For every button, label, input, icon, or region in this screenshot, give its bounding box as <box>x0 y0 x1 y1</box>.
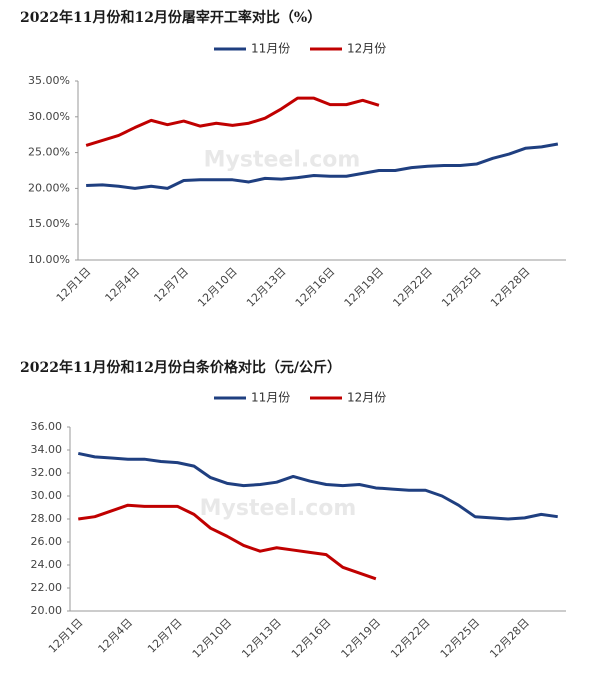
series-line <box>85 96 380 147</box>
x-tick-label: 12月10日 <box>195 265 240 310</box>
y-tick-label: 15.00% <box>28 217 70 230</box>
y-tick-label: 34.00 <box>31 443 63 456</box>
x-tick-label: 12月16日 <box>289 616 334 661</box>
x-tick-label: 12月19日 <box>342 265 387 310</box>
series-line <box>77 451 558 521</box>
x-tick-label: 12月10日 <box>190 616 235 661</box>
y-tick-label: 30.00 <box>31 489 63 502</box>
y-tick-label: 24.00 <box>31 558 63 571</box>
x-tick-label: 12月7日 <box>145 616 185 656</box>
x-tick-label: 12月13日 <box>244 265 289 310</box>
y-tick-label: 20.00% <box>28 181 70 194</box>
x-tick-label: 12月22日 <box>390 265 435 310</box>
series-line <box>78 503 377 581</box>
y-tick-label: 35.00% <box>28 74 70 87</box>
x-tick-label: 12月4日 <box>103 265 143 305</box>
y-tick-label: 10.00% <box>28 253 70 266</box>
x-tick-label: 12月4日 <box>96 616 136 656</box>
legend-label: 12月份 <box>347 391 386 405</box>
x-tick-label: 12月1日 <box>54 265 94 305</box>
x-tick-label: 12月25日 <box>438 616 483 661</box>
chart-title: 2022年11月份和12月份白条价格对比（元/公斤） <box>20 359 341 376</box>
legend-label: 11月份 <box>251 42 290 56</box>
watermark: Mysteel.com <box>204 148 361 173</box>
x-tick-label: 12月1日 <box>46 616 86 656</box>
legend-label: 11月份 <box>251 391 290 405</box>
y-tick-label: 30.00% <box>28 110 70 123</box>
x-tick-label: 12月25日 <box>439 265 484 310</box>
y-tick-label: 36.00 <box>31 420 63 433</box>
x-tick-label: 12月13日 <box>239 616 284 661</box>
y-tick-label: 25.00% <box>28 146 70 159</box>
watermark: Mysteel.com <box>200 496 357 521</box>
x-tick-label: 12月28日 <box>487 616 532 661</box>
x-tick-label: 12月28日 <box>488 265 533 310</box>
x-tick-label: 12月7日 <box>151 265 191 305</box>
x-tick-label: 12月22日 <box>388 616 433 661</box>
x-tick-label: 12月16日 <box>293 265 338 310</box>
y-tick-label: 22.00 <box>31 581 63 594</box>
y-tick-label: 20.00 <box>31 604 63 617</box>
y-tick-label: 28.00 <box>31 512 63 525</box>
x-tick-label: 12月19日 <box>339 616 384 661</box>
series-line <box>86 142 559 190</box>
y-tick-label: 26.00 <box>31 535 63 548</box>
legend-label: 12月份 <box>347 42 386 56</box>
y-tick-label: 32.00 <box>31 466 63 479</box>
chart-title: 2022年11月份和12月份屠宰开工率对比（%） <box>20 9 321 26</box>
